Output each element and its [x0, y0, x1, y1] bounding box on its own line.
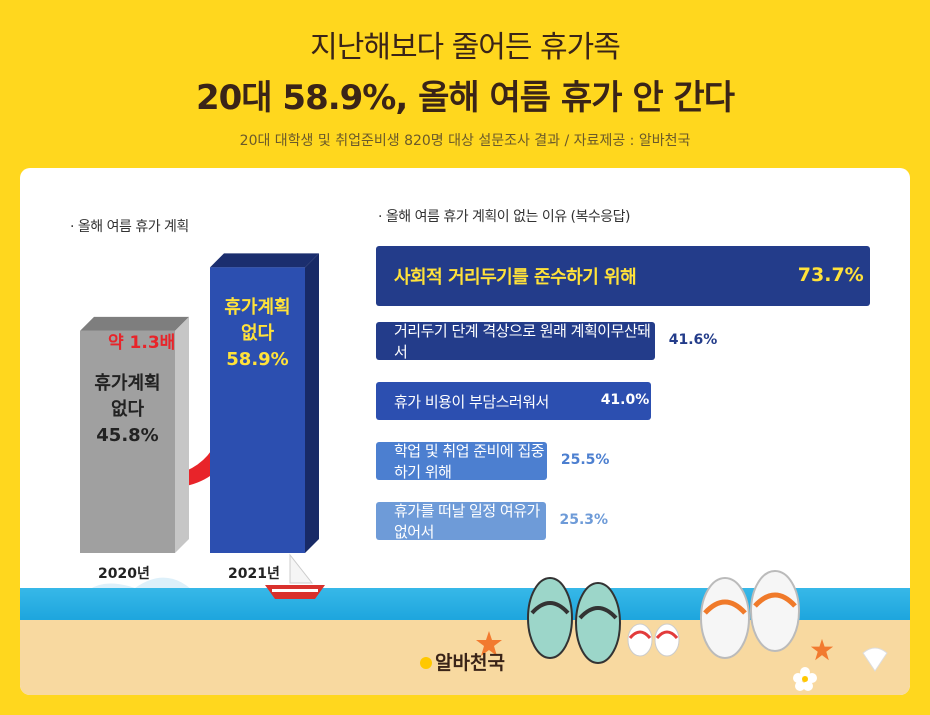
shell-icon	[862, 647, 888, 672]
flip-flops-orange-icon	[700, 570, 800, 659]
reason-bar: 휴가 비용이 부담스러워서	[376, 382, 651, 420]
column-category-label: 2020년	[98, 566, 150, 582]
reason-bar-label: 거리두기 단계 격상으로 원래 계획이무산돼서	[394, 322, 651, 361]
reason-bar: 사회적 거리두기를 준수하기 위해	[376, 246, 870, 306]
reason-value-label: 25.5%	[560, 452, 610, 468]
flip-flops-green-icon	[527, 577, 621, 664]
starfish-icon	[476, 631, 502, 656]
reason-bar: 휴가를 떠날 일정 여유가 없어서	[376, 502, 546, 541]
reason-bar-label: 휴가 비용이 부담스러워서	[394, 392, 549, 411]
infographic-card: · 올해 여름 휴가 계획 · 올해 여름 휴가 계획이 없는 이유 (복수응답…	[20, 168, 910, 695]
reason-bar-label: 휴가를 떠날 일정 여유가 없어서	[394, 502, 540, 541]
column-bar-2021년	[210, 253, 319, 553]
reason-value-label: 73.7%	[797, 264, 864, 286]
column-text-line: 없다	[110, 398, 145, 420]
column-text-line: 휴가계획	[224, 297, 291, 319]
logo-text: 알바천국	[435, 652, 505, 674]
reason-bar-label: 사회적 거리두기를 준수하기 위해	[394, 267, 637, 288]
reason-bar: 거리두기 단계 격상으로 원래 계획이무산돼서	[376, 322, 655, 361]
page-title-line1: 지난해보다 줄어든 휴가족	[310, 30, 621, 65]
reason-value-label: 25.3%	[559, 512, 609, 528]
logo-dot-icon	[420, 657, 432, 669]
column-text-line: 휴가계획	[94, 372, 161, 394]
sailboat-icon	[265, 553, 325, 599]
column-category-label: 2021년	[228, 566, 280, 582]
left-section-label: · 올해 여름 휴가 계획	[70, 219, 189, 235]
page-subtitle: 20대 대학생 및 취업준비생 820명 대상 설문조사 결과 / 자료제공 :…	[239, 133, 691, 149]
column-chart	[80, 253, 319, 553]
page-title-line2: 20대 58.9%, 올해 여름 휴가 안 간다	[195, 78, 735, 118]
column-text-line: 없다	[240, 323, 275, 345]
reason-value-label: 41.0%	[600, 392, 650, 408]
arrow-label: 약 1.3배	[108, 333, 176, 353]
starfish-small-icon	[810, 638, 834, 661]
sandals-red-icon	[627, 623, 680, 657]
column-value-label: 58.9%	[226, 349, 289, 371]
right-section-label: · 올해 여름 휴가 계획이 없는 이유 (복수응답)	[378, 209, 631, 225]
reason-bar: 학업 및 취업 준비에 집중하기 위해	[376, 442, 547, 481]
reason-value-label: 41.6%	[668, 332, 718, 348]
column-bar-2020년	[80, 316, 189, 553]
flower-icon	[793, 667, 817, 691]
reason-bar-label: 학업 및 취업 준비에 집중하기 위해	[394, 442, 545, 481]
brand-logo: 알바천국	[420, 648, 505, 675]
column-value-label: 45.8%	[96, 424, 159, 446]
